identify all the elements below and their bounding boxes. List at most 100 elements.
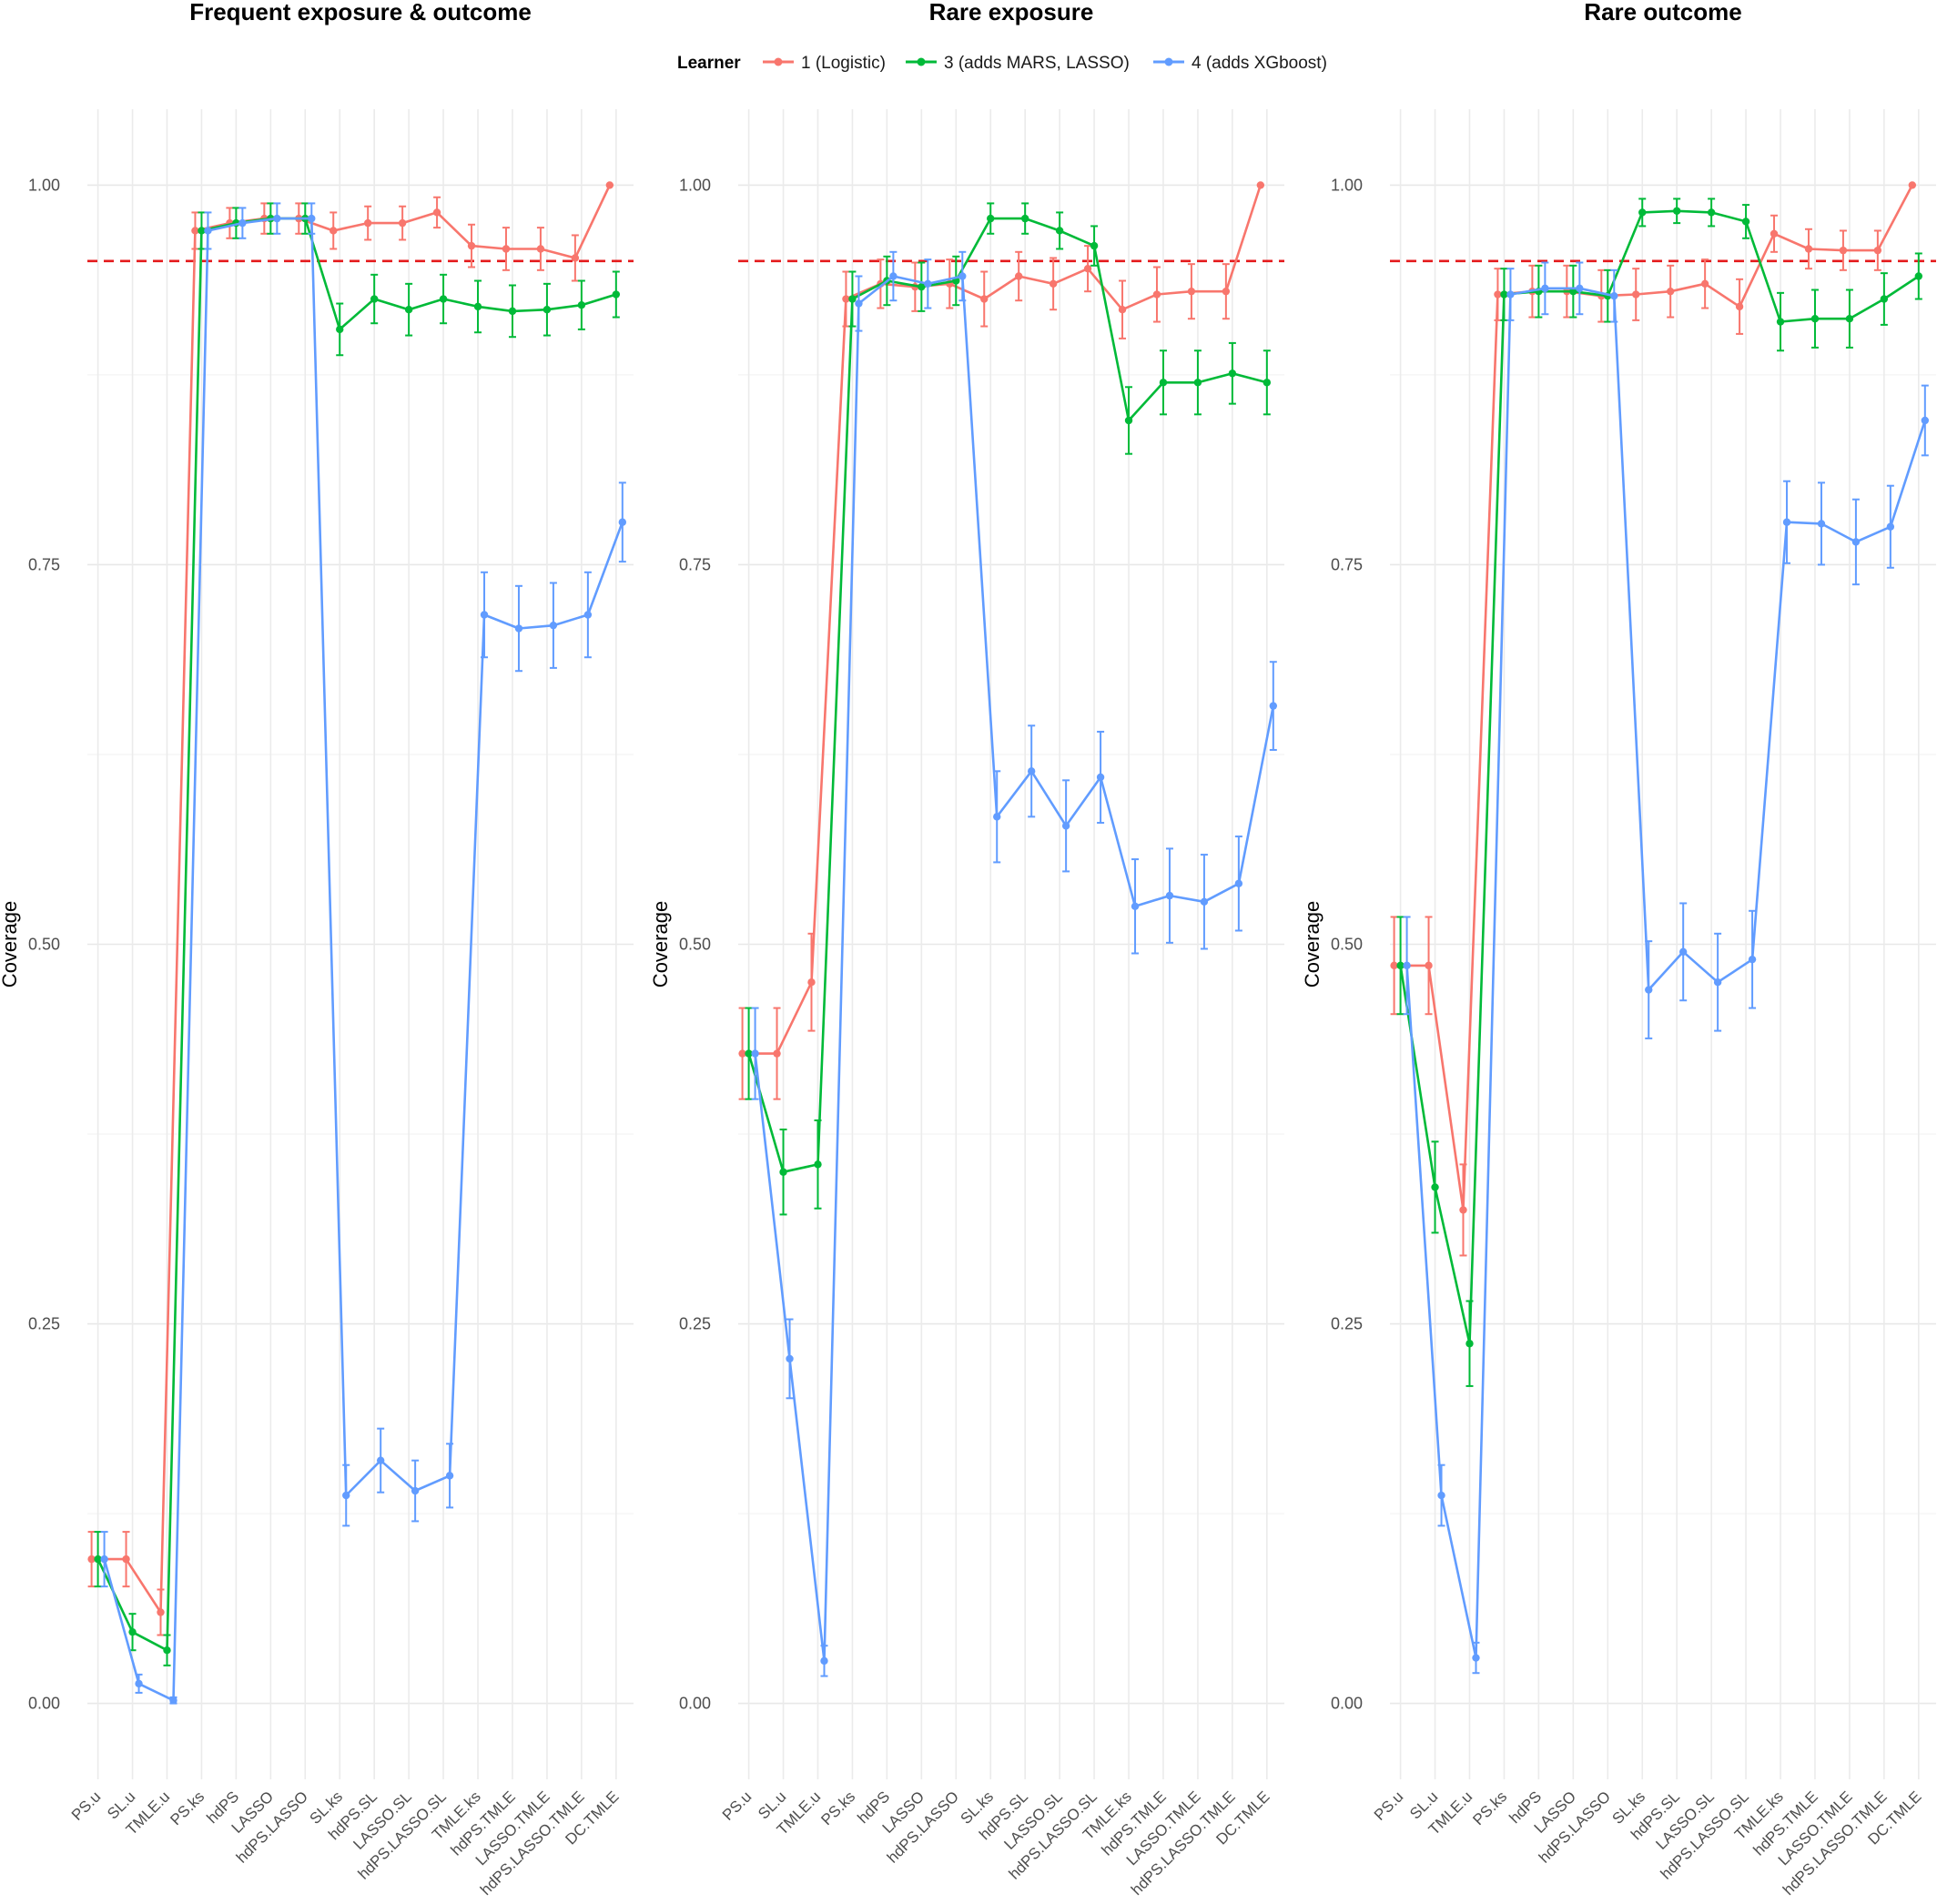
data-point <box>751 1049 759 1058</box>
data-point <box>1700 279 1709 289</box>
data-point <box>1187 287 1196 296</box>
data-point <box>480 611 489 619</box>
data-point <box>1193 379 1202 387</box>
data-point <box>1541 284 1549 293</box>
y-tick-label: 0.00 <box>1331 1695 1363 1713</box>
data-point <box>1049 279 1058 289</box>
legend-label: 3 (adds MARS, LASSO) <box>944 54 1130 73</box>
data-point <box>163 1646 171 1655</box>
data-point <box>1713 978 1722 987</box>
data-point <box>1873 246 1882 255</box>
data-point <box>1839 246 1848 255</box>
data-point <box>342 1491 350 1500</box>
data-point <box>1610 291 1618 300</box>
data-point <box>411 1486 420 1495</box>
data-point <box>1782 518 1791 526</box>
data-point <box>820 1656 828 1666</box>
data-point <box>1437 1491 1445 1500</box>
y-tick-label: 1.00 <box>679 176 711 194</box>
data-point <box>1632 290 1640 299</box>
y-tick-label: 0.75 <box>679 555 711 573</box>
series-line <box>1399 209 1920 1345</box>
series <box>751 250 1278 1677</box>
data-point <box>330 227 338 235</box>
y-tick-label: 0.25 <box>1331 1315 1363 1333</box>
series <box>87 181 614 1636</box>
data-point <box>1666 287 1675 296</box>
y-tick-label: 0.25 <box>28 1315 60 1333</box>
data-point <box>993 813 1001 821</box>
x-tick-label: PS.ks <box>167 1788 208 1828</box>
legend-key-point <box>1164 57 1173 66</box>
data-point <box>273 214 281 223</box>
y-tick-label: 1.00 <box>1331 176 1363 194</box>
data-point <box>1494 290 1502 299</box>
data-point <box>473 302 482 311</box>
data-point <box>1465 1340 1474 1348</box>
data-point <box>1222 287 1231 296</box>
y-tick-label: 0.25 <box>679 1315 711 1333</box>
data-point <box>169 1696 177 1705</box>
data-point <box>987 214 995 223</box>
data-point <box>1678 947 1688 957</box>
data-point <box>855 299 863 308</box>
data-point <box>1269 702 1278 710</box>
data-point <box>1880 295 1889 303</box>
series-line <box>96 217 617 1652</box>
legend-item: 4 (adds XGboost) <box>1153 54 1327 73</box>
data-point <box>1645 986 1653 994</box>
data-point <box>958 272 967 280</box>
data-point <box>1776 318 1785 326</box>
series-line <box>103 217 624 1702</box>
data-point <box>1748 955 1757 964</box>
data-point <box>1914 272 1923 280</box>
data-point <box>1576 284 1584 293</box>
data-point <box>336 325 344 334</box>
data-point <box>1506 290 1515 299</box>
series <box>1403 261 1930 1675</box>
panel-title: Frequent exposure & outcome <box>189 0 532 25</box>
data-point <box>508 307 517 316</box>
data-point <box>1886 522 1895 531</box>
legend-key-point <box>917 57 926 66</box>
data-point <box>432 208 441 217</box>
data-point <box>1165 891 1174 900</box>
data-point <box>370 295 379 303</box>
panel-title: Rare exposure <box>929 0 1094 25</box>
data-point <box>1845 315 1854 323</box>
data-point <box>1061 822 1070 830</box>
data-point <box>1228 370 1237 378</box>
data-point <box>980 295 989 303</box>
data-point <box>1124 416 1133 425</box>
legend: Learner 1 (Logistic) 3 (adds MARS, LASSO) 4… <box>677 54 1327 73</box>
data-point <box>502 245 511 253</box>
data-point <box>100 1555 108 1564</box>
x-tick-label: PS.u <box>719 1788 755 1823</box>
x-tick-label: PS.ks <box>1469 1788 1510 1828</box>
data-point <box>1390 961 1398 970</box>
data-point <box>1055 227 1064 235</box>
data-point <box>204 227 212 235</box>
data-point <box>1817 520 1826 528</box>
data-point <box>1403 961 1411 970</box>
data-point <box>1459 1206 1467 1214</box>
series <box>1396 197 1923 1387</box>
x-tick-label: PS.u <box>1371 1788 1406 1823</box>
data-point <box>605 181 614 189</box>
series-line <box>754 275 1275 1663</box>
data-point <box>1770 229 1779 238</box>
data-point <box>1431 1183 1439 1191</box>
series <box>738 181 1265 1100</box>
series-line <box>747 217 1268 1173</box>
data-point <box>1804 245 1813 253</box>
data-point <box>1256 181 1265 189</box>
x-tick-label: PS.ks <box>817 1788 858 1828</box>
data-point <box>1500 290 1508 299</box>
data-point <box>198 227 206 235</box>
data-point <box>1131 902 1140 910</box>
data-point <box>135 1679 143 1688</box>
data-point <box>549 621 558 630</box>
y-axis-label: Coverage <box>1301 901 1323 987</box>
data-point <box>398 218 407 228</box>
data-point <box>1638 208 1647 217</box>
